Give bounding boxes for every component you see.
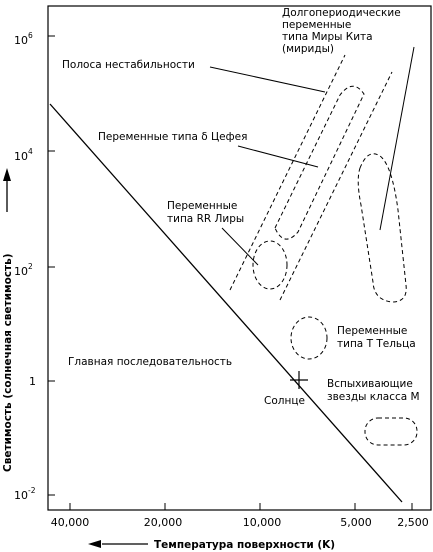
y-ticks xyxy=(48,35,55,496)
y-tick-label: 10-2 xyxy=(14,486,36,502)
leader-lines xyxy=(209,46,415,266)
x-tick-label: 20,000 xyxy=(144,516,183,529)
y-tick-label: 106 xyxy=(14,31,33,47)
t-tauri-label: Переменные типа T Тельца xyxy=(337,325,416,350)
rr-lyrae-label: Переменные типа RR Лиры xyxy=(167,200,244,225)
x-tick-label: 5,000 xyxy=(340,516,372,529)
mira-label: Долгопериодические переменные типа Миры … xyxy=(282,7,404,55)
y-tick-label: 1 xyxy=(29,375,36,388)
sun-marker xyxy=(290,371,308,389)
main-sequence-line xyxy=(49,103,403,503)
cepheid-region xyxy=(274,85,365,240)
y-axis-arrow xyxy=(3,168,11,212)
main-sequence-label: Главная последовательность xyxy=(68,356,232,368)
flare-stars-region xyxy=(364,417,418,446)
x-ticks xyxy=(69,503,413,510)
x-axis-title: Температура поверхности (K) xyxy=(154,539,335,551)
rr-lyrae-region xyxy=(252,240,288,290)
instability-strip-label: Полоса нестабильности xyxy=(62,59,195,71)
flare-stars-label: Вспыхивающие звезды класса M xyxy=(327,378,420,403)
instability-strip xyxy=(229,54,393,301)
y-tick-label: 102 xyxy=(14,262,33,278)
y-tick-label: 104 xyxy=(14,147,33,163)
cepheid-label: Переменные типа δ Цефея xyxy=(98,131,247,143)
t-tauri-region xyxy=(290,316,328,360)
sun-label: Солнце xyxy=(264,395,305,407)
mira-region xyxy=(357,153,407,303)
y-axis-title: Светимость (солнечная светимость) xyxy=(2,253,14,472)
x-axis-arrow xyxy=(88,540,148,548)
x-tick-label: 40,000 xyxy=(51,516,90,529)
x-tick-label: 10,000 xyxy=(243,516,282,529)
x-tick-label: 2,500 xyxy=(397,516,429,529)
plot-frame xyxy=(47,5,432,511)
